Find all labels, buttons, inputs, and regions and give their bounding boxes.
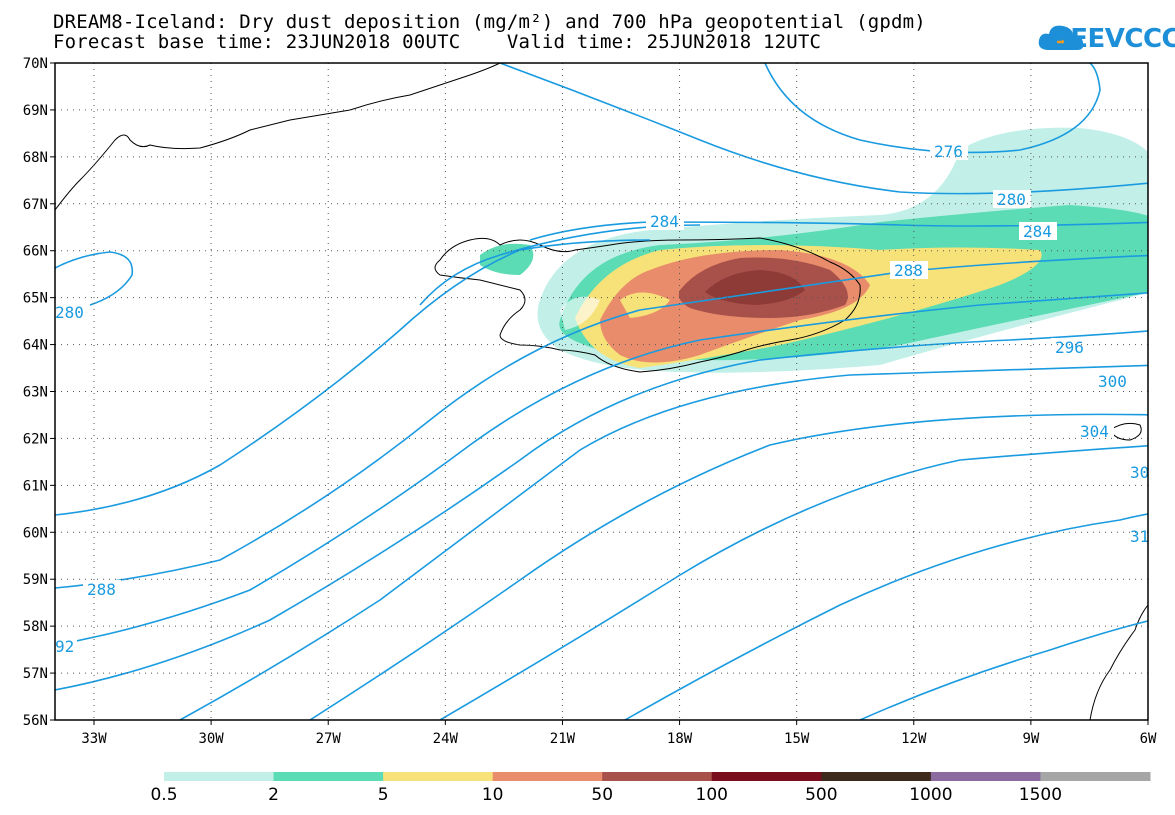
- lon-label: 9W: [1022, 731, 1039, 747]
- lat-label: 67N: [23, 197, 48, 213]
- lat-label: 69N: [23, 103, 48, 119]
- colorbar-label: 5: [377, 785, 389, 805]
- svg-text:280: 280: [997, 190, 1026, 209]
- colorbar-label: 0.5: [150, 785, 178, 805]
- faroe-coast: [1109, 422, 1142, 441]
- dust-deposition-field: [480, 127, 1148, 373]
- lat-label: 65N: [23, 291, 48, 307]
- colorbar-label: 500: [805, 785, 838, 805]
- lat-label: 58N: [23, 619, 48, 635]
- lon-label: 21W: [550, 731, 576, 747]
- colorbar-swatch: [492, 772, 603, 781]
- svg-text:280: 280: [55, 303, 84, 322]
- svg-text:92: 92: [55, 637, 74, 656]
- colorbar-swatch: [273, 772, 384, 781]
- map-title: DREAM8-Iceland: Dry dust deposition (mg/…: [53, 11, 926, 33]
- lon-label: 27W: [316, 731, 342, 747]
- colorbar-swatch: [602, 772, 713, 781]
- svg-text:304: 304: [1080, 422, 1109, 441]
- lon-label: 24W: [433, 731, 459, 747]
- svg-text:284: 284: [1023, 222, 1052, 241]
- colorbar-swatch: [711, 772, 822, 781]
- lat-label: 66N: [23, 244, 48, 260]
- scotland-coast: [1089, 604, 1148, 720]
- iceland-coast: [434, 237, 861, 373]
- lon-label: 18W: [667, 731, 693, 747]
- geopotential-contours: [55, 63, 1148, 720]
- svg-text:284: 284: [650, 212, 679, 231]
- deposition-colorbar: [164, 772, 1151, 781]
- colorbar-label: 10: [481, 785, 504, 805]
- lon-label: 12W: [901, 731, 927, 747]
- lat-label: 56N: [23, 713, 48, 729]
- lat-label: 64N: [23, 338, 48, 354]
- graticule: [55, 63, 1148, 720]
- svg-text:30: 30: [1130, 463, 1149, 482]
- colorbar-label: 2: [268, 785, 279, 805]
- lat-label: 60N: [23, 525, 48, 541]
- colorbar-label: 50: [591, 785, 614, 805]
- lat-label: 61N: [23, 478, 48, 494]
- cloud-icon: [1038, 25, 1084, 50]
- lat-label: 68N: [23, 150, 48, 166]
- coastlines: [55, 63, 1148, 720]
- lon-label: 33W: [81, 731, 107, 747]
- svg-text:31: 31: [1130, 527, 1149, 546]
- lat-label: 63N: [23, 385, 48, 401]
- greenland-coast: [55, 63, 501, 211]
- forecast-times: Forecast base time: 23JUN2018 00UTC Vali…: [53, 31, 822, 53]
- colorbar-swatch: [930, 772, 1041, 781]
- colorbar-swatch: [1040, 772, 1151, 781]
- lat-label: 70N: [23, 56, 48, 72]
- lat-label: 59N: [23, 572, 48, 588]
- svg-text:296: 296: [1055, 338, 1084, 357]
- colorbar-swatch: [164, 772, 275, 781]
- colorbar-label: 1500: [1018, 785, 1063, 805]
- svg-text:288: 288: [87, 580, 116, 599]
- lon-label: 15W: [784, 731, 810, 747]
- colorbar-swatch: [383, 772, 494, 781]
- svg-text:288: 288: [894, 261, 923, 280]
- colorbar-label: 100: [695, 785, 728, 805]
- svg-text:276: 276: [934, 142, 963, 161]
- svg-text:300: 300: [1098, 372, 1127, 391]
- lat-label: 62N: [23, 431, 48, 447]
- lon-label: 30W: [198, 731, 224, 747]
- seevccc-logo: SEEVCCC: [1052, 24, 1175, 54]
- colorbar-label: 1000: [909, 785, 953, 805]
- lon-label: 6W: [1140, 731, 1157, 747]
- colorbar-swatch: [821, 772, 932, 781]
- lat-label: 57N: [23, 666, 48, 682]
